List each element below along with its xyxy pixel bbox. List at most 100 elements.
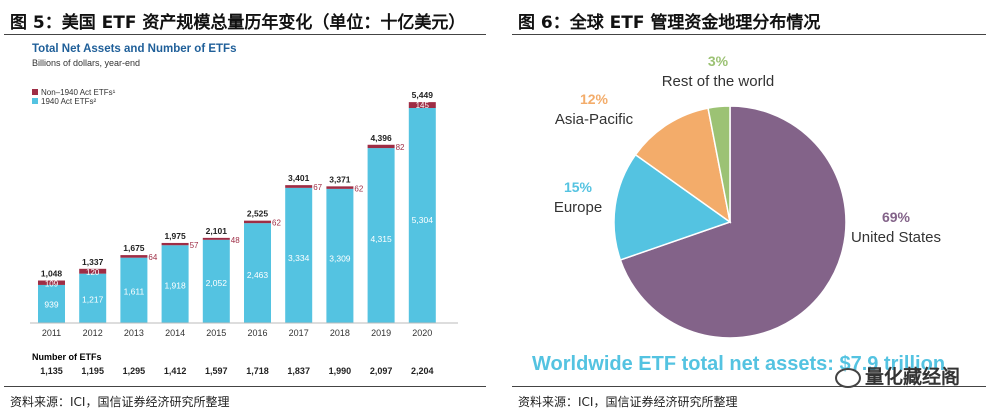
x-tick-label: 2011 — [42, 328, 61, 338]
number-of-etfs-value: 1,597 — [205, 366, 228, 376]
bar-value-label-1940: 3,334 — [288, 253, 310, 263]
pie-slice-asia-pacific — [634, 107, 732, 224]
pie-category-label: Rest of the world — [662, 73, 775, 90]
bar-value-label-non1940: 48 — [231, 236, 240, 245]
source-rule — [4, 386, 486, 387]
bar-value-label-non1940: 120 — [86, 268, 100, 277]
bar-value-label-non1940: 57 — [190, 241, 199, 250]
number-of-etfs-value: 1,990 — [329, 366, 352, 376]
x-tick-label: 2015 — [206, 328, 226, 338]
pie-slice-united-states — [619, 105, 847, 339]
watermark-text: 量化藏经阁 — [864, 366, 960, 388]
bar-non-1940-act — [120, 255, 148, 258]
pie-pct-label: 69% — [882, 209, 911, 225]
pie-slice-rest-of-the-world — [707, 105, 731, 223]
chart-title: Total Net Assets and Number of ETFs — [32, 43, 236, 55]
bar-non-1940-act — [202, 237, 230, 240]
figure-6-title: 图 6：全球 ETF 管理资金地理分布情况 — [518, 13, 821, 33]
legend-swatch-non1940 — [32, 89, 38, 95]
number-of-etfs-value: 1,718 — [246, 366, 269, 376]
bar-non-1940-act — [367, 144, 395, 149]
x-tick-label: 2018 — [330, 328, 350, 338]
title-rule — [512, 34, 986, 35]
bar-1940-act — [244, 223, 271, 323]
number-of-etfs-label: Number of ETFs — [32, 352, 102, 362]
pie-pct-label: 15% — [564, 179, 593, 195]
bar-total-label: 5,449 — [412, 90, 434, 100]
bar-non-1940-act — [79, 268, 107, 274]
wechat-icon — [834, 367, 861, 388]
bar-1940-act — [120, 257, 148, 323]
bar-total-label: 1,048 — [41, 269, 63, 279]
pie-chart: 69% United States 15% Europe 12% Asia-Pacific… — [532, 53, 945, 375]
x-tick-label: 2014 — [165, 328, 185, 338]
bar-total-label: 1,675 — [123, 243, 145, 253]
pie-pct-label: 3% — [708, 53, 729, 69]
legend-non1940-label: Non–1940 Act ETFs¹ — [41, 88, 116, 97]
bar-value-label-non1940: 62 — [354, 184, 363, 193]
title-rule — [4, 34, 486, 35]
bar-non-1940-act — [408, 102, 436, 108]
bar-total-label: 1,337 — [82, 257, 104, 267]
number-of-etfs-value: 1,295 — [123, 366, 146, 376]
bar-1940-act — [326, 188, 354, 323]
bar-total-label: 4,396 — [370, 133, 392, 143]
bar-1940-act — [285, 187, 313, 323]
x-tick-label: 2019 — [371, 328, 391, 338]
bar-value-label-1940: 2,052 — [206, 278, 228, 288]
bar-total-label: 2,525 — [247, 209, 269, 219]
number-of-etfs-value: 1,412 — [164, 366, 187, 376]
x-tick-label: 2016 — [247, 328, 267, 338]
source-note: 资料来源：ICI，国信证券经济研究所整理 — [518, 395, 738, 409]
bar-1940-act — [161, 245, 189, 323]
pie-slice-europe — [613, 153, 732, 261]
right-figure-panel: 图 6：全球 ETF 管理资金地理分布情况 69% United States 15… — [508, 0, 990, 420]
bar-non-1940-act — [38, 280, 65, 285]
pie-category-label: United States — [851, 229, 941, 246]
bar-total-label: 3,401 — [288, 173, 310, 183]
bar-1940-act — [38, 284, 65, 323]
number-of-etfs-value: 1,195 — [81, 366, 104, 376]
bar-non-1940-act — [244, 220, 271, 224]
bar-total-label: 1,975 — [164, 231, 186, 241]
bar-value-label-non1940: 82 — [396, 143, 405, 152]
bar-1940-act — [367, 148, 395, 323]
bar-chart: Total Net Assets and Number of ETFs Bill… — [30, 43, 458, 376]
bar-non-1940-act — [161, 242, 189, 246]
source-note: 资料来源：ICI，国信证券经济研究所整理 — [10, 395, 230, 409]
bar-value-label-non1940: 67 — [313, 183, 322, 192]
x-tick-label: 2017 — [289, 328, 309, 338]
bar-non-1940-act — [285, 185, 313, 188]
bar-1940-act — [408, 107, 436, 324]
legend-1940-label: 1940 Act ETFs² — [41, 97, 96, 106]
bar-total-label: 2,101 — [206, 226, 228, 236]
pie-category-label: Europe — [554, 199, 602, 216]
pie-pct-label: 12% — [580, 91, 609, 107]
bar-1940-act — [202, 239, 230, 323]
bar-value-label-1940: 4,315 — [370, 234, 392, 244]
legend-swatch-1940 — [32, 98, 38, 104]
number-of-etfs-value: 2,204 — [411, 366, 434, 376]
source-rule — [512, 386, 986, 387]
number-of-etfs-value: 1,837 — [287, 366, 310, 376]
bar-value-label-non1940: 62 — [272, 219, 281, 228]
x-tick-label: 2020 — [412, 328, 432, 338]
figure-5-title: 图 5：美国 ETF 资产规模总量历年变化（单位：十亿美元） — [10, 13, 466, 33]
watermark: 量化藏经阁 — [834, 362, 960, 389]
bar-value-label-1940: 1,611 — [124, 287, 145, 297]
bar-value-label-non1940: 109 — [45, 280, 59, 289]
x-tick-label: 2012 — [83, 328, 103, 338]
chart-subtitle: Billions of dollars, year-end — [32, 58, 140, 68]
bar-value-label-1940: 1,918 — [164, 281, 186, 291]
bar-value-label-1940: 1,217 — [82, 294, 104, 304]
bar-value-label-1940: 2,463 — [247, 270, 269, 280]
number-of-etfs-value: 2,097 — [370, 366, 393, 376]
x-tick-label: 2013 — [124, 328, 144, 338]
pie-category-label: Asia-Pacific — [555, 111, 634, 128]
bar-value-label-1940: 5,304 — [412, 215, 434, 225]
bar-value-label-1940: 939 — [44, 300, 58, 310]
bar-value-label-non1940: 145 — [416, 101, 430, 110]
bar-1940-act — [79, 273, 107, 323]
bar-non-1940-act — [326, 186, 354, 189]
left-figure-panel: 图 5：美国 ETF 资产规模总量历年变化（单位：十亿美元） Total Net… — [0, 0, 490, 420]
